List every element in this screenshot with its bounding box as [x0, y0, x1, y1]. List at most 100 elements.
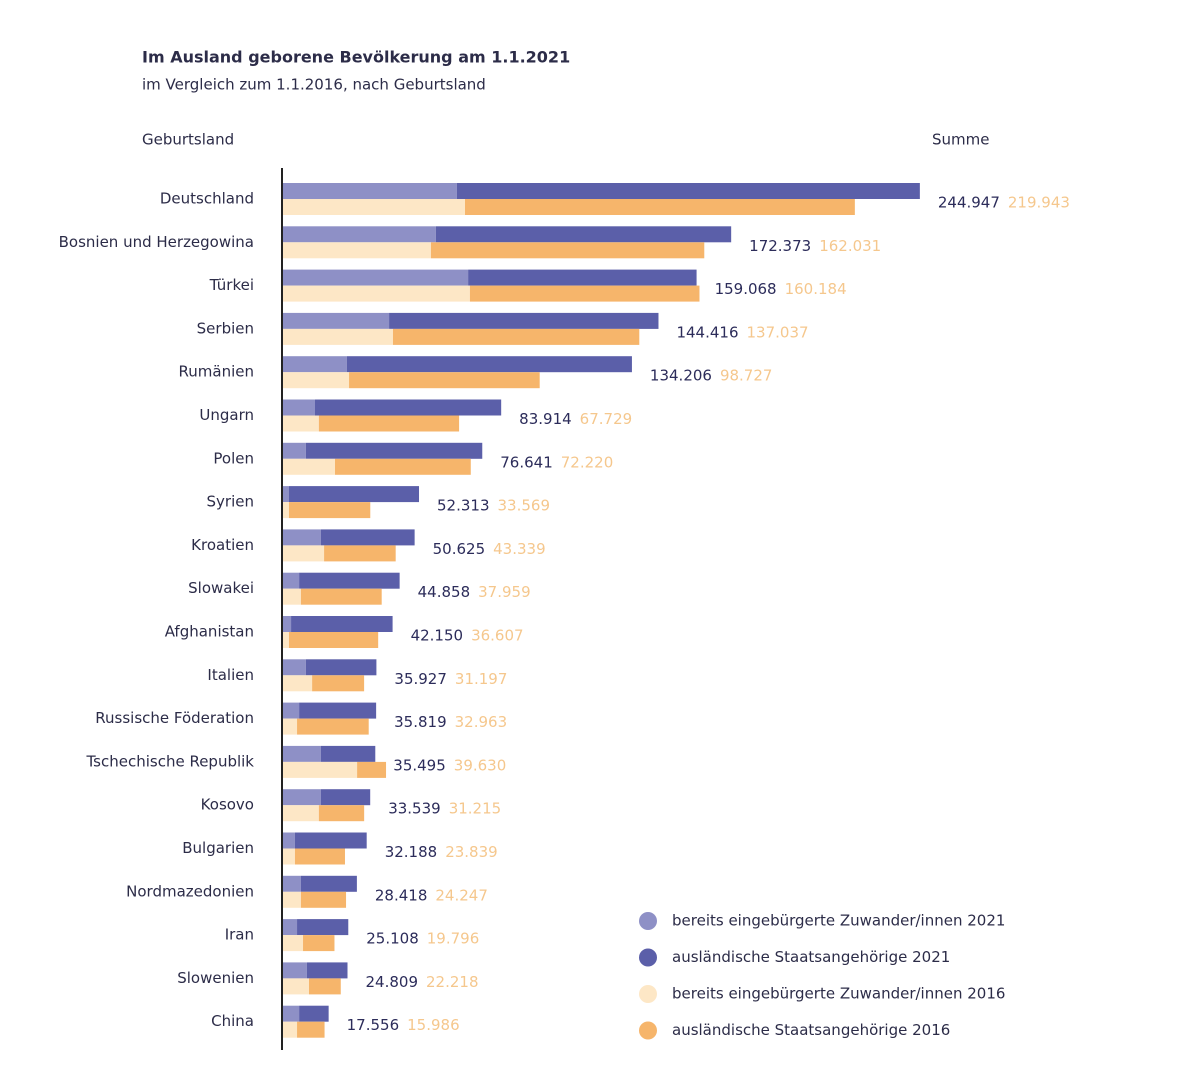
category-label: Serbien [197, 319, 254, 337]
category-label: Italien [207, 666, 254, 684]
bar-segment [283, 832, 295, 849]
category-label: Rumänien [179, 363, 254, 381]
total-label-2016: 43.339 [493, 540, 546, 558]
bar-segment [435, 226, 732, 243]
bar-segment [468, 269, 697, 286]
category-label: Iran [225, 926, 254, 944]
bar-segment [346, 356, 632, 373]
chart-subtitle: im Vergleich zum 1.1.2016, nach Geburtsl… [142, 76, 486, 94]
category-label: Russische Föderation [95, 709, 254, 727]
bar-segment [300, 891, 347, 908]
category-label: Tschechische Republik [85, 752, 254, 770]
bar-segment [283, 1005, 300, 1022]
total-label-2021: 35.495 [393, 756, 446, 774]
bar-segment [335, 458, 471, 475]
legend-swatch [639, 912, 657, 930]
bar-segment [283, 285, 470, 302]
bar-segment [283, 502, 289, 519]
total-label-2021: 50.625 [433, 540, 486, 558]
bar-segment [283, 372, 350, 389]
total-label-2021: 28.418 [375, 886, 428, 904]
category-label: Slowakei [188, 579, 254, 597]
total-label-2021: 144.416 [676, 323, 738, 341]
bar-segment [283, 226, 436, 243]
bar-segment [297, 919, 349, 936]
bar-segment [430, 242, 705, 259]
legend-label: ausländische Staatsangehörige 2021 [672, 948, 950, 966]
bar-segment [283, 1021, 298, 1038]
bar-segment [283, 875, 301, 892]
bar-segment [283, 978, 309, 995]
bar-segment [288, 502, 371, 519]
bar-segment [283, 415, 319, 432]
bar-segment [349, 372, 540, 389]
bar-segment [456, 183, 920, 199]
total-label-2021: 172.373 [749, 237, 811, 255]
total-label-2016: 67.729 [580, 410, 633, 428]
total-label-2021: 44.858 [418, 583, 471, 601]
total-label-2016: 219.943 [1008, 194, 1070, 212]
category-label: Afghanistan [165, 623, 254, 641]
bar-segment [283, 789, 321, 806]
bar-segment [283, 242, 431, 259]
bar-segment [288, 632, 379, 648]
total-label-2021: 17.556 [347, 1016, 400, 1034]
bar-segment [283, 962, 307, 979]
category-label: Kosovo [201, 796, 254, 814]
bar-segment [283, 675, 313, 692]
total-label-2016: 160.184 [785, 280, 847, 298]
total-label-2021: 32.188 [385, 843, 438, 861]
bar-segment [283, 328, 393, 345]
total-label-2021: 42.150 [411, 627, 464, 645]
total-label-2016: 31.215 [449, 800, 502, 818]
bar-segment [465, 199, 855, 215]
bar-segment [283, 183, 457, 199]
total-label-2016: 137.037 [747, 323, 809, 341]
bar-segment [297, 718, 369, 735]
total-label-2016: 19.796 [427, 930, 480, 948]
total-label-2016: 32.963 [455, 713, 508, 731]
category-label: Slowenien [177, 969, 254, 987]
legend-label: ausländische Staatsangehörige 2016 [672, 1021, 950, 1039]
bar-segment [357, 761, 387, 778]
bar-segment [299, 572, 400, 589]
category-label: Syrien [207, 493, 254, 511]
total-label-2021: 83.914 [519, 410, 572, 428]
total-label-2021: 134.206 [650, 367, 712, 385]
legend-swatch [639, 1021, 657, 1040]
bar-segment [320, 745, 376, 762]
bar-segment [283, 588, 301, 605]
bar-segment [294, 832, 367, 849]
category-label: Bulgarien [182, 839, 254, 857]
category-label: Deutschland [160, 190, 254, 208]
bar-segment [283, 486, 289, 503]
category-label: Nordmazedonien [126, 882, 254, 900]
category-label: Polen [213, 449, 254, 467]
bar-segment [389, 312, 659, 329]
bar-segment [283, 312, 390, 329]
bar-segment [318, 415, 460, 432]
bar-segment [283, 702, 300, 719]
total-label-2016: 31.197 [455, 670, 508, 688]
category-label: Kroatien [191, 536, 254, 554]
bar-segment [283, 891, 301, 908]
total-label-2021: 244.947 [938, 194, 1000, 212]
bar-segment [320, 789, 371, 806]
bar-segment [312, 675, 365, 692]
bar-segment [291, 616, 393, 632]
total-label-2021: 52.313 [437, 497, 490, 515]
total-label-2021: 35.819 [394, 713, 447, 731]
bar-segment [283, 659, 306, 676]
total-label-2021: 35.927 [394, 670, 447, 688]
bar-segment [283, 745, 321, 762]
total-label-2021: 25.108 [366, 930, 419, 948]
bar-segment [318, 805, 365, 822]
bar-segment [283, 199, 465, 215]
category-label: Ungarn [199, 406, 254, 424]
bar-segment [320, 529, 415, 546]
total-label-2016: 24.247 [435, 886, 488, 904]
bar-segment [283, 935, 304, 952]
category-label: Bosnien und Herzegowina [59, 233, 254, 251]
legend-swatch [639, 985, 657, 1003]
